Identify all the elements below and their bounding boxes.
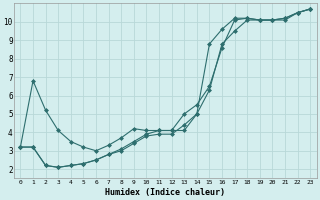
X-axis label: Humidex (Indice chaleur): Humidex (Indice chaleur)	[105, 188, 225, 197]
